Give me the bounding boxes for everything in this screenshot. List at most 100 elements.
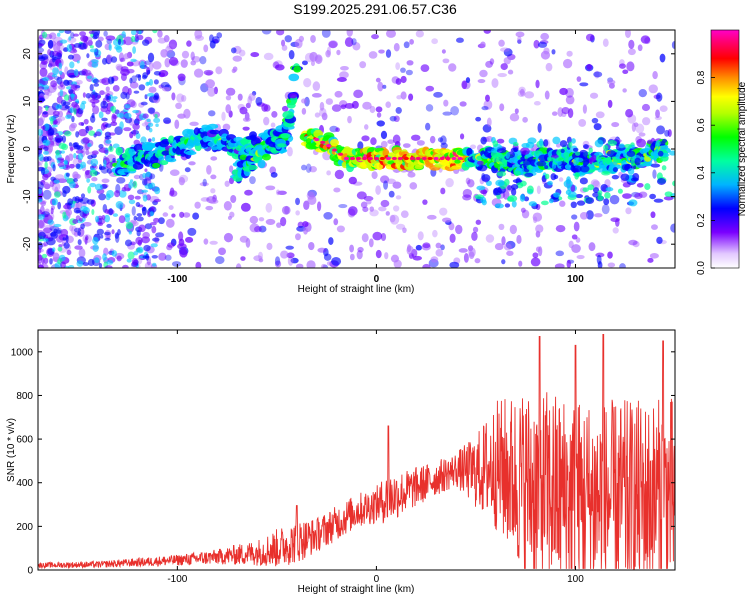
spectral-cell	[565, 87, 574, 98]
spectral-cell	[138, 30, 142, 35]
spectral-cell	[103, 30, 108, 37]
spectral-cell	[144, 223, 153, 230]
spectral-cell	[319, 101, 325, 111]
spectral-cell	[63, 94, 70, 101]
spectral-cell	[370, 137, 377, 146]
spectral-cell	[38, 188, 43, 195]
spectral-cell	[632, 240, 640, 248]
spectral-cell	[538, 138, 544, 147]
spectral-cell	[628, 39, 635, 49]
spectral-cell	[589, 92, 599, 99]
spectral-cell	[177, 243, 187, 250]
spectral-cell	[506, 250, 514, 256]
spectral-cell	[458, 248, 468, 253]
spectral-cell	[429, 135, 436, 144]
spectral-cell	[556, 160, 562, 165]
spectral-cell	[146, 118, 151, 123]
spectral-cell	[440, 187, 446, 195]
spectral-cell	[91, 101, 96, 108]
spectral-cell	[221, 111, 226, 122]
spectral-cell	[119, 57, 126, 62]
spectral-cell	[503, 57, 511, 65]
spectral-cell	[496, 138, 505, 144]
spectral-cell	[368, 51, 378, 59]
spectral-cell	[39, 67, 48, 77]
spectral-cell	[133, 90, 140, 94]
spectral-cell	[162, 86, 171, 92]
spectral-cell	[186, 40, 192, 47]
spectral-cell	[157, 37, 167, 44]
spectral-cell	[149, 222, 157, 226]
spectral-cell	[624, 30, 631, 39]
spectral-cell	[395, 78, 402, 85]
spectral-cell	[229, 165, 234, 173]
spectral-cell	[372, 231, 383, 241]
spectral-cell	[141, 74, 148, 80]
spectral-cell	[134, 37, 139, 42]
spectral-cell	[84, 169, 90, 176]
spectral-cell	[535, 224, 544, 233]
spectral-cell	[104, 237, 111, 241]
spectral-cell	[286, 252, 295, 259]
x-tick-label: -100	[167, 574, 187, 585]
spectral-cell	[38, 264, 45, 268]
spectral-cell	[56, 32, 61, 37]
spectral-cell	[271, 110, 278, 118]
colorbar-ticks: 0.0 0.2 0.4 0.6 0.8	[696, 70, 715, 275]
spectral-cell	[571, 214, 578, 220]
spectral-cell	[110, 56, 118, 63]
spectral-cell	[96, 228, 105, 236]
spectral-cell	[64, 30, 72, 34]
spectral-cell	[53, 223, 62, 228]
spectral-cell	[601, 204, 610, 215]
spectral-cell	[73, 173, 81, 179]
spectral-cell	[132, 123, 140, 130]
spectral-cell	[78, 128, 88, 137]
spectral-cell	[441, 49, 446, 54]
spectral-cell	[58, 62, 63, 69]
spectral-cell	[467, 179, 475, 188]
spectral-cell	[69, 146, 74, 152]
spectral-cell	[573, 221, 580, 232]
spectral-cell	[146, 92, 155, 97]
spectral-cell	[659, 53, 666, 63]
spectral-cell	[441, 217, 452, 223]
spectral-cell	[263, 104, 271, 112]
spectral-cell	[184, 167, 191, 173]
spectral-cell	[179, 143, 187, 151]
spectral-cell	[38, 219, 45, 229]
spectral-cell	[158, 156, 165, 161]
spectral-cell	[593, 213, 603, 218]
spectral-cell	[194, 35, 205, 41]
spectral-cell	[65, 234, 69, 243]
spectral-cell	[44, 224, 53, 230]
spectral-cell	[479, 69, 488, 78]
spectral-cell	[171, 92, 176, 101]
spectral-cell	[361, 156, 368, 161]
spectral-cell	[119, 121, 124, 130]
spectral-cell	[310, 34, 316, 43]
spectral-cell	[85, 126, 89, 134]
spectral-cell	[56, 229, 62, 234]
spectral-cell	[634, 157, 641, 166]
spectral-cell	[422, 242, 431, 249]
spectral-cell	[92, 244, 99, 252]
spectrogram-x-label: Height of straight line (km)	[298, 284, 415, 295]
spectral-cell	[249, 131, 257, 139]
spectral-cell	[393, 205, 400, 212]
spectral-cell	[402, 143, 411, 148]
spectral-cell	[625, 108, 634, 118]
spectral-cell	[38, 161, 41, 167]
spectral-cell	[176, 93, 185, 103]
spectral-cell	[595, 111, 605, 119]
spectral-cell	[126, 61, 134, 67]
spectral-cell	[368, 238, 374, 248]
spectral-cell	[138, 84, 146, 91]
spectral-cell	[183, 108, 191, 119]
spectral-cell	[128, 230, 132, 235]
spectral-cell	[512, 178, 523, 184]
spectral-cell	[520, 147, 530, 155]
spectral-cell	[136, 246, 144, 254]
spectral-cell	[108, 132, 116, 136]
